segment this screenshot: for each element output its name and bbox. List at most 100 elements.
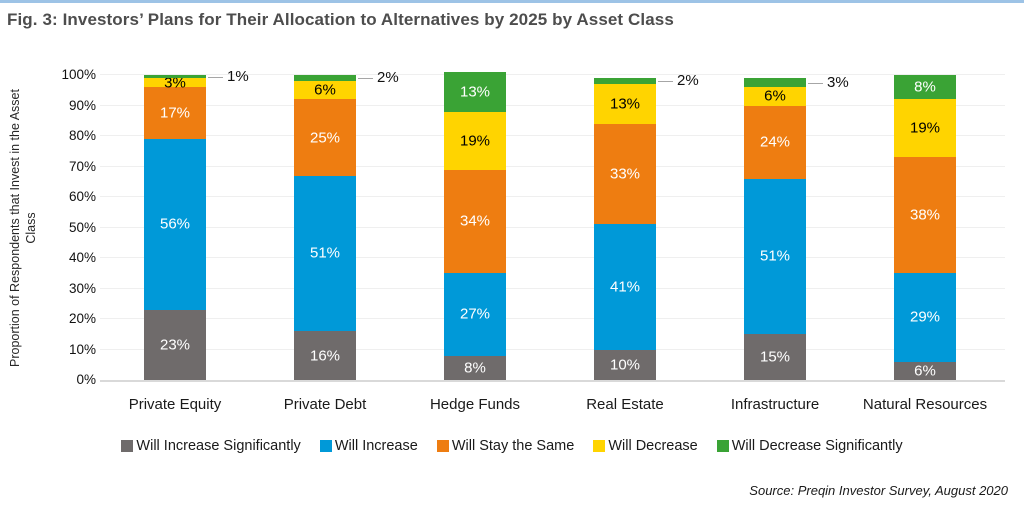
gridline (100, 196, 1005, 197)
segment-will-decrease: 13% (594, 84, 656, 124)
segment-value-label: 17% (159, 104, 191, 122)
segment-value-label: 23% (159, 336, 191, 354)
legend-swatch-will-increase-significantly (121, 440, 134, 452)
segment-will-decrease-significantly: 13% (444, 72, 506, 112)
segment-value-label: 33% (609, 165, 641, 183)
plot-area: 1% 23% 56% 17% 3% 2% 16% 51% 25% 6% 8% 27% 34% 19% 13%… (100, 68, 1005, 382)
segment-will-increase: 56% (144, 139, 206, 310)
callout-leader-line (658, 81, 673, 83)
y-tick-label: 20% (68, 311, 96, 326)
bar-private-debt: 16% 51% 25% 6% (294, 75, 356, 380)
gridline (100, 226, 1005, 228)
legend-item-will-increase: Will Increase (319, 438, 418, 454)
bar-private-equity: 23% 56% 17% 3% (144, 75, 206, 380)
top-accent-line (0, 0, 1024, 3)
segment-will-decrease: 19% (894, 99, 956, 158)
legend-item-will-stay-the-same: Will Stay the Same (436, 438, 575, 454)
gridline (100, 318, 1005, 319)
gridline (100, 287, 1005, 289)
legend-item-will-decrease: Will Decrease (593, 438, 698, 454)
segment-value-label: 6% (764, 87, 786, 105)
y-tick-label: 90% (68, 97, 96, 113)
segment-will-decrease: 3% (144, 75, 206, 90)
segment-will-decrease-significantly (294, 75, 356, 82)
legend-swatch-will-stay-the-same (436, 440, 449, 452)
bar-natural-resources: 6% 29% 38% 19% 8% (894, 75, 956, 380)
chart-title: Fig. 3: Investors’ Plans for Their Alloc… (7, 10, 674, 29)
segment-value-label: 56% (159, 215, 191, 233)
segment-will-decrease: 6% (294, 81, 356, 100)
bar-infrastructure: 15% 51% 24% 6% (744, 78, 806, 380)
y-tick-label: 100% (61, 67, 96, 82)
x-axis-label-natural-resources: Natural Resources (862, 396, 988, 413)
segment-will-increase-significantly: 6% (894, 361, 956, 380)
gridline (100, 348, 1005, 350)
y-axis-label: Proportion of Respondents that Invest in… (8, 89, 39, 367)
y-tick-label: 0% (76, 372, 96, 387)
legend-label: Will Increase Significantly (136, 438, 301, 454)
segment-will-decrease: 6% (744, 87, 806, 106)
legend: Will Increase Significantly Will Increase… (0, 438, 1024, 454)
legend-item-will-increase-significantly: Will Increase Significantly (121, 438, 301, 454)
gridline (100, 165, 1005, 167)
callout-value-label: 3% (827, 73, 849, 91)
x-axis-label-private-equity: Private Equity (128, 396, 222, 413)
segment-value-label: 8% (464, 359, 486, 377)
segment-will-increase: 51% (294, 175, 356, 332)
segment-value-label: 6% (314, 81, 336, 99)
segment-value-label: 41% (609, 278, 641, 296)
segment-will-increase-significantly: 15% (744, 334, 806, 380)
segment-will-stay-the-same: 24% (744, 105, 806, 179)
segment-value-label: 8% (914, 78, 936, 96)
x-axis-label-private-debt: Private Debt (283, 396, 367, 413)
segment-will-stay-the-same: 38% (894, 157, 956, 274)
x-axis-label-real-estate: Real Estate (586, 396, 664, 413)
segment-will-increase: 51% (744, 178, 806, 335)
legend-item-will-decrease-significantly: Will Decrease Significantly (716, 438, 903, 454)
segment-value-label: 24% (759, 133, 791, 151)
gridline (100, 104, 1005, 106)
legend-label: Will Increase (334, 438, 418, 454)
segment-value-label: 15% (759, 348, 791, 366)
segment-value-label: 25% (309, 129, 341, 147)
segment-value-label: 3% (164, 74, 186, 92)
callout-leader-line (808, 82, 823, 84)
callout-leader-line (358, 78, 373, 80)
segment-value-label: 10% (609, 356, 641, 374)
segment-will-increase: 41% (594, 224, 656, 350)
bar-hedge-funds: 8% 27% 34% 19% 13% (444, 72, 506, 380)
x-axis-label-infrastructure: Infrastructure (730, 396, 820, 413)
y-tick-label: 30% (68, 280, 96, 296)
segment-will-increase-significantly: 23% (144, 309, 206, 380)
y-tick-label: 70% (68, 158, 96, 174)
segment-value-label: 34% (459, 212, 491, 230)
legend-swatch-will-decrease (593, 440, 606, 452)
segment-value-label: 27% (459, 305, 491, 323)
callout-value-label: 2% (377, 69, 399, 87)
segment-will-increase-significantly: 8% (444, 355, 506, 380)
callout-leader-line (208, 76, 223, 78)
bar-real-estate: 10% 41% 33% 13% (594, 78, 656, 380)
segment-value-label: 19% (459, 132, 491, 150)
segment-will-increase: 29% (894, 273, 956, 362)
segment-value-label: 19% (909, 119, 941, 137)
y-tick-label: 10% (68, 341, 96, 357)
callout-value-label: 2% (677, 72, 699, 90)
legend-label: Will Decrease Significantly (731, 438, 903, 454)
y-tick-label: 40% (68, 250, 96, 265)
segment-value-label: 13% (459, 83, 491, 101)
legend-label: Will Stay the Same (451, 438, 575, 454)
segment-value-label: 51% (309, 244, 341, 262)
segment-value-label: 16% (309, 347, 341, 365)
segment-will-decrease: 19% (444, 111, 506, 170)
segment-will-increase-significantly: 10% (594, 349, 656, 380)
segment-will-stay-the-same: 25% (294, 99, 356, 176)
segment-value-label: 6% (914, 362, 936, 380)
legend-swatch-will-increase (319, 440, 332, 452)
segment-value-label: 38% (909, 206, 941, 224)
segment-value-label: 51% (759, 247, 791, 265)
segment-will-decrease-significantly (744, 78, 806, 88)
x-axis-label-hedge-funds: Hedge Funds (429, 396, 521, 413)
segment-will-stay-the-same: 33% (594, 123, 656, 225)
